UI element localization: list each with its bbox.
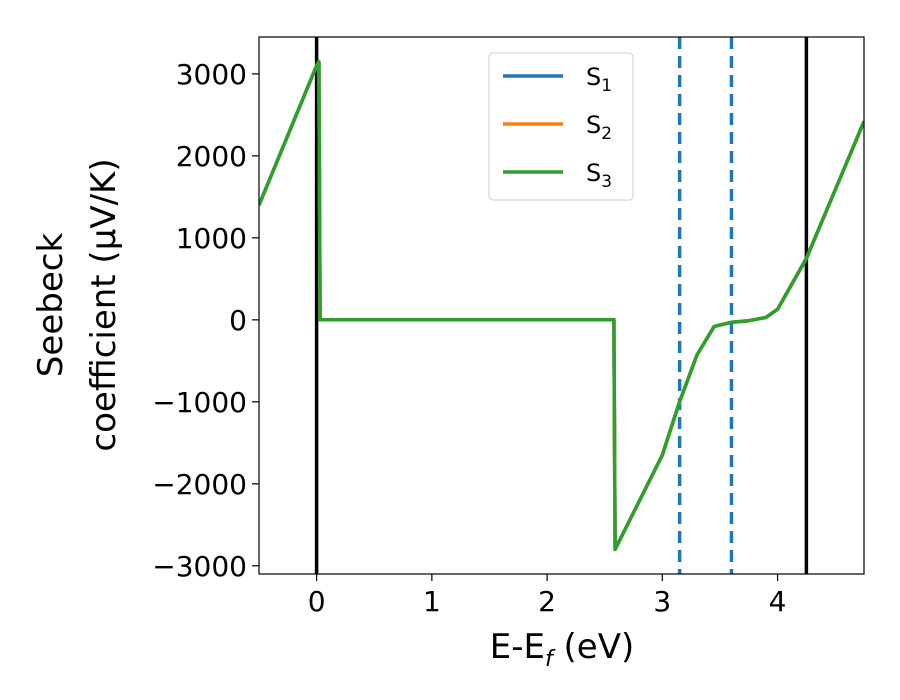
x-tick-label: 0 [308,585,326,618]
x-tick-label: 1 [423,585,441,618]
legend: S1 S2 S3 [488,52,634,201]
x-axis-label-main: E-E [490,627,545,667]
y-tick-label: 2000 [176,140,247,173]
x-axis-label-sub: f [545,647,556,672]
x-tick-label: 4 [769,585,787,618]
x-axis-label-unit: (eV) [553,627,635,667]
series-lines [259,59,864,552]
y-axis-label: Seebeck coefficient (μV/K) [31,158,124,451]
x-tick-label: 3 [653,585,671,618]
x-axis-ticks: 0 1 2 3 4 [308,574,787,618]
y-axis-label-line2: coefficient (μV/K) [84,158,124,451]
y-tick-label: −3000 [152,550,247,583]
plot-frame [258,36,865,575]
y-tick-label: 0 [229,304,247,337]
y-tick-label: 3000 [176,58,247,91]
series-line-3 [259,59,864,552]
y-axis-ticks: −3000 −2000 −1000 0 1000 2000 3000 [152,58,259,583]
y-axis-label-line1: Seebeck [31,233,71,378]
x-tick-label: 2 [538,585,556,618]
y-tick-label: −2000 [152,468,247,501]
y-tick-label: −1000 [152,386,247,419]
y-tick-label: 1000 [176,222,247,255]
legend-label-1: S1 [586,63,612,96]
legend-box [488,52,634,201]
x-axis-label: E-Ef (eV) [490,627,635,672]
legend-label-3: S3 [586,159,612,192]
vertical-lines [314,37,809,574]
legend-label-2: S2 [586,111,612,144]
